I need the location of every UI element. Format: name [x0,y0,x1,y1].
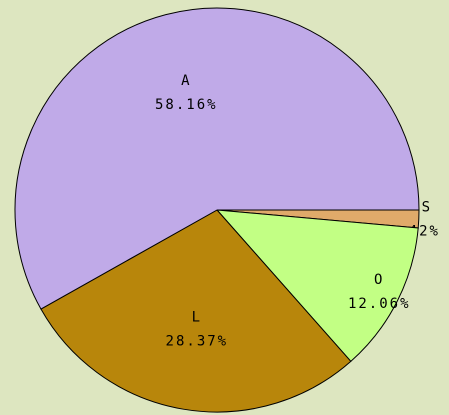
slice-value: 12.06% [348,296,411,312]
slice-value: 28.37% [166,334,229,350]
pie-slice [14,7,420,310]
pie-slice [215,209,419,363]
pie-slice [40,209,352,413]
slice-name: A [181,73,191,89]
slice-name: L [192,310,202,326]
slice-value: 58.16% [155,97,218,113]
slice-name: O [374,272,384,288]
slice-name: S [422,199,432,215]
